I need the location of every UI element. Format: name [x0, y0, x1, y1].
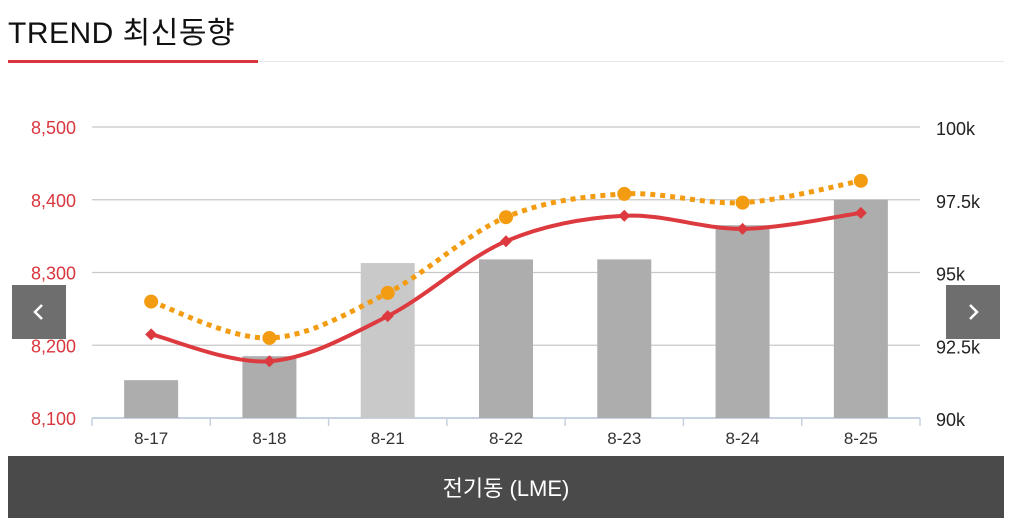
y-left-tick-label: 8,500	[31, 118, 76, 138]
series-point	[262, 330, 277, 345]
bar	[715, 225, 770, 418]
series-point	[854, 206, 867, 219]
y-right-tick-label: 97.5k	[936, 192, 981, 212]
series-point	[499, 210, 513, 225]
series-point	[380, 285, 395, 300]
trend-chart: 8-17 8-18 8-21 8-22 8-23 8-24 8-25 8,1008,2008…	[31, 118, 981, 448]
series-point	[144, 294, 159, 309]
x-tick-label: 8-21	[371, 429, 405, 448]
chevron-right-icon	[969, 304, 979, 320]
series-point	[618, 209, 631, 222]
x-tick-label: 8-18	[252, 429, 286, 448]
y-left-tick-label: 8,100	[31, 409, 76, 429]
series-markers	[144, 173, 868, 368]
y-right-tick-label: 100k	[936, 119, 976, 139]
x-tick-label: 8-22	[489, 429, 523, 448]
series-point	[617, 186, 632, 201]
bars	[124, 199, 888, 418]
series-point	[500, 235, 512, 248]
y-left-tick-label: 8,200	[31, 336, 76, 356]
y-left-tick-label: 8,400	[31, 191, 76, 211]
prev-button[interactable]	[12, 285, 66, 339]
y-right-tick-label: 90k	[936, 410, 966, 430]
bar	[833, 199, 888, 418]
series-point	[381, 310, 394, 323]
title-divider	[258, 61, 1004, 62]
series-point	[263, 355, 276, 368]
series-point	[853, 173, 868, 188]
series-point	[145, 328, 158, 341]
series-point	[735, 195, 750, 210]
x-tick-label: 8-17	[134, 429, 168, 448]
y-axis-labels: 8,100 8,200 8,300 8,400 8,500 90k 92.5k 95k 97.5…	[31, 118, 981, 430]
y-right-tick-label: 92.5k	[936, 337, 981, 357]
y-left-tick-label: 8,300	[31, 264, 76, 284]
x-tick-label: 8-25	[844, 429, 878, 448]
chart-caption: 전기동 (LME)	[8, 456, 1004, 518]
chevron-left-icon	[33, 304, 43, 320]
y-right-tick-label: 95k	[936, 265, 966, 285]
bar	[479, 259, 533, 418]
bar	[597, 259, 652, 418]
next-button[interactable]	[946, 285, 1000, 339]
bar	[124, 380, 179, 418]
x-axis: 8-17 8-18 8-21 8-22 8-23 8-24 8-25	[91, 418, 921, 448]
page-title: TREND 최신동향	[8, 17, 236, 50]
x-tick-label: 8-23	[607, 429, 641, 448]
x-tick-label: 8-24	[726, 429, 760, 448]
series-point	[736, 222, 749, 235]
title-underline	[8, 60, 258, 63]
